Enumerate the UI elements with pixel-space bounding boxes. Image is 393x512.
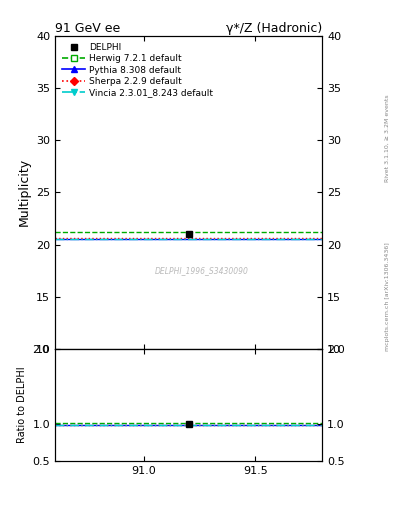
Text: γ*/Z (Hadronic): γ*/Z (Hadronic) (226, 22, 322, 35)
Text: mcplots.cern.ch [arXiv:1306.3436]: mcplots.cern.ch [arXiv:1306.3436] (385, 243, 389, 351)
Y-axis label: Ratio to DELPHI: Ratio to DELPHI (17, 367, 27, 443)
Y-axis label: Multiplicity: Multiplicity (17, 158, 31, 226)
Text: DELPHI_1996_S3430090: DELPHI_1996_S3430090 (155, 266, 249, 275)
Legend: DELPHI, Herwig 7.2.1 default, Pythia 8.308 default, Sherpa 2.2.9 default, Vincia: DELPHI, Herwig 7.2.1 default, Pythia 8.3… (59, 40, 216, 100)
Text: 91 GeV ee: 91 GeV ee (55, 22, 120, 35)
Text: Rivet 3.1.10, ≥ 3.2M events: Rivet 3.1.10, ≥ 3.2M events (385, 94, 389, 182)
